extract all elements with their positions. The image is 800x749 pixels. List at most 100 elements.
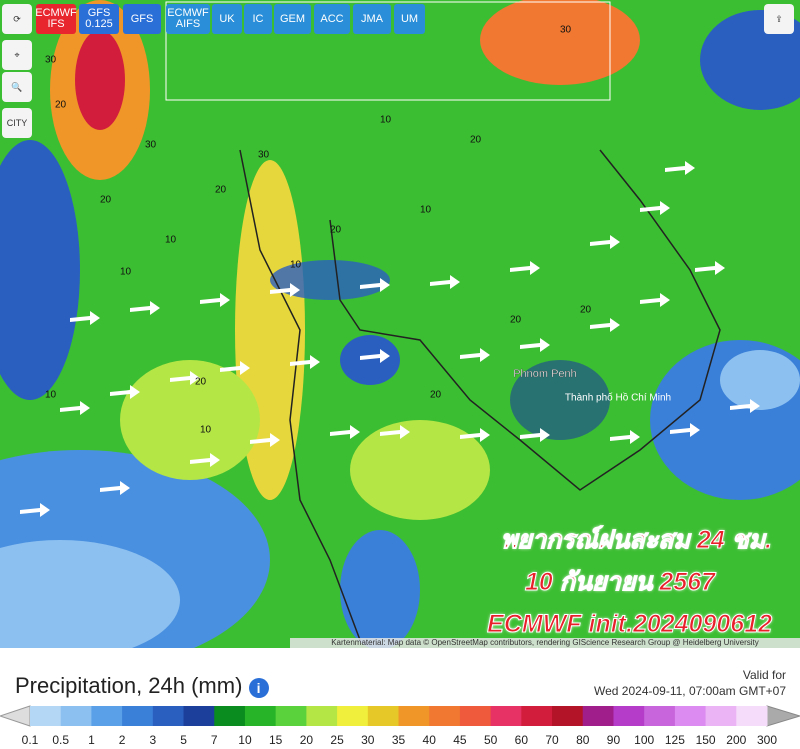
valid-time: Wed 2024-09-11, 07:00am GMT+07 — [594, 684, 786, 698]
contour-label: 20 — [195, 377, 207, 388]
legend-label: 200 — [726, 733, 746, 747]
wind-arrow — [190, 453, 220, 467]
wind-arrow — [110, 385, 140, 399]
legend-swatch — [459, 706, 492, 726]
location-button[interactable]: ⌖ — [2, 40, 32, 70]
legend-swatch — [705, 706, 737, 726]
contour-label: 10 — [420, 205, 432, 216]
wind-arrow — [430, 275, 460, 289]
legend-swatch — [183, 706, 215, 726]
contour-label: 20 — [215, 185, 227, 196]
legend-label: 10 — [238, 733, 252, 747]
model-button[interactable]: JMA — [353, 4, 391, 34]
legend-swatch — [736, 706, 768, 726]
wind-arrow — [590, 318, 620, 332]
wind-arrow — [220, 361, 250, 375]
legend-swatch — [91, 706, 123, 726]
model-button[interactable]: GFS — [123, 4, 161, 34]
legend-swatch — [214, 706, 246, 726]
model-button[interactable]: GFS 0.125 — [79, 4, 119, 34]
legend-swatch — [30, 706, 62, 726]
legend-swatch — [613, 706, 645, 726]
wind-arrow — [380, 425, 410, 439]
contour-label: 30 — [45, 55, 57, 66]
wind-arrow — [640, 201, 670, 215]
legend-swatch — [398, 706, 430, 726]
legend-end — [0, 705, 31, 727]
wind-arrow — [640, 293, 670, 307]
legend-label: 3 — [149, 733, 156, 747]
info-icon[interactable]: i — [248, 678, 269, 698]
model-button[interactable]: GEM — [274, 4, 311, 34]
legend-label: 300 — [757, 733, 777, 747]
legend-swatch — [521, 706, 553, 726]
place-label: Thành phố Hồ Chí Minh — [565, 392, 671, 404]
legend-label: 40 — [423, 733, 437, 747]
wind-arrow — [460, 428, 490, 442]
contour-label: 10 — [165, 235, 177, 246]
legend-label: 7 — [211, 733, 218, 747]
legend-swatch — [306, 706, 338, 726]
wind-arrow — [330, 425, 360, 439]
wind-arrow — [590, 235, 620, 249]
legend-label: 1 — [88, 733, 95, 747]
wind-arrow — [60, 401, 90, 415]
wind-arrow — [670, 423, 700, 437]
wind-arrow — [100, 481, 130, 495]
legend-swatch — [582, 706, 614, 726]
wind-arrow — [170, 371, 200, 385]
legend-label: 80 — [576, 733, 590, 747]
contour-label: 10 — [380, 115, 392, 126]
valid-label: Valid for — [742, 668, 786, 682]
contour-label: 10 — [120, 267, 132, 278]
legend-label: 100 — [634, 733, 654, 747]
share-button[interactable]: ⇪ — [764, 4, 794, 34]
contour-label: 20 — [330, 225, 342, 236]
legend-swatch — [60, 706, 92, 726]
contour-label: 20 — [100, 195, 112, 206]
wind-arrow — [520, 338, 550, 352]
wind-arrow — [20, 503, 50, 517]
map: 30 20 30 20 10 20 30 10 20 10 20 20 10 10 20 20 10 20 10 30… — [0, 0, 800, 648]
zoom-button[interactable]: 🔍 — [2, 72, 32, 102]
legend-label: 25 — [330, 733, 344, 747]
legend: 0.1 0.5 1 2 3 5 7 10 15 20 25 30 35 40 45 50 60 70 80 90 100… — [0, 705, 800, 747]
legend-swatch — [552, 706, 584, 726]
legend-swatch — [275, 706, 307, 726]
footer-title-text: Precipitation, 24h (mm) — [15, 673, 243, 698]
contour-label: 20 — [430, 390, 442, 401]
model-button[interactable]: ECMWF IFS — [35, 4, 77, 34]
model-button[interactable]: UM — [394, 4, 425, 34]
reload-button[interactable]: ⟳ — [2, 4, 32, 34]
legend-label: 90 — [607, 733, 621, 747]
legend-label: 0.1 — [22, 733, 39, 747]
legend-label: 0.5 — [52, 733, 69, 747]
legend-label: 5 — [180, 733, 187, 747]
wind-arrow — [510, 261, 540, 275]
legend-swatch — [367, 706, 399, 726]
legend-swatch — [674, 706, 707, 726]
model-button[interactable]: ACC — [314, 4, 350, 34]
legend-label: 20 — [300, 733, 314, 747]
model-button[interactable]: IC — [244, 4, 272, 34]
model-button[interactable]: UK — [212, 4, 242, 34]
legend-label: 30 — [361, 733, 375, 747]
legend-swatch — [490, 706, 522, 726]
contour-label: 10 — [290, 260, 302, 271]
place-label: Phnom Penh — [513, 368, 577, 380]
contour-label: 10 — [45, 390, 57, 401]
contour-label: 20 — [580, 305, 592, 316]
legend-label: 45 — [453, 733, 467, 747]
wind-arrow — [290, 355, 320, 369]
contour-label: 20 — [470, 135, 482, 146]
legend-label: 125 — [665, 733, 685, 747]
wind-arrow — [200, 293, 230, 307]
legend-label: 35 — [392, 733, 406, 747]
legend-label: 15 — [269, 733, 283, 747]
legend-label: 2 — [119, 733, 126, 747]
footer-title: Precipitation, 24h (mm) i — [15, 673, 269, 699]
contour-label: 10 — [200, 425, 212, 436]
model-button[interactable]: ECMWF AIFS — [166, 4, 210, 34]
city-button[interactable]: CITY — [2, 108, 32, 138]
wind-arrow — [610, 430, 640, 444]
